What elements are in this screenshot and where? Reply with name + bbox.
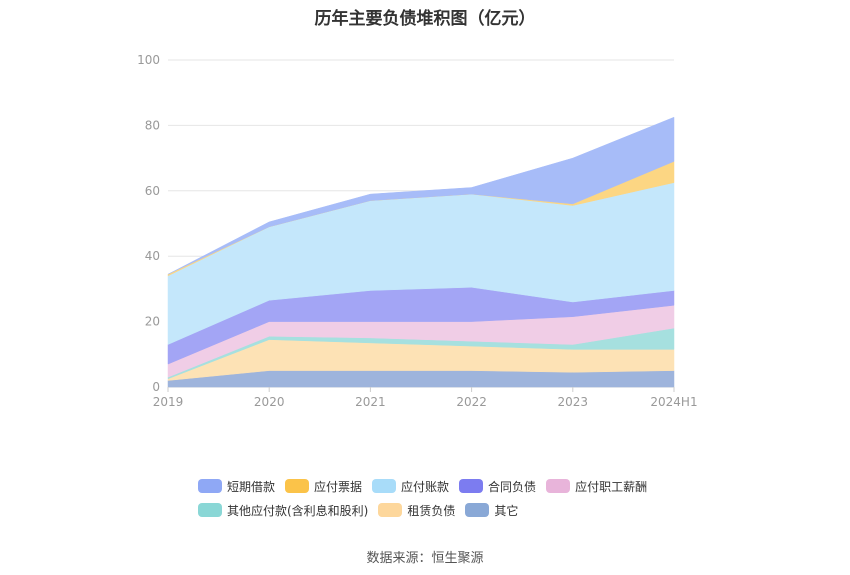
legend-item-short-term-loans[interactable]: 短期借款 bbox=[198, 478, 275, 495]
x-tick-label: 2024H1 bbox=[650, 395, 697, 409]
chart-title: 历年主要负债堆积图（亿元） bbox=[314, 9, 536, 29]
legend-swatch bbox=[459, 479, 484, 493]
legend-label: 合同负债 bbox=[488, 479, 537, 494]
legend-item-employee-pay[interactable]: 应付职工薪酬 bbox=[546, 478, 647, 495]
legend-row-1: 短期借款 应付票据 应付账款 合同负债 应付职工薪酬 bbox=[198, 474, 718, 498]
legend-swatch bbox=[546, 479, 571, 493]
legend-label: 应付票据 bbox=[314, 479, 363, 494]
area-series-短期借款 bbox=[167, 116, 675, 275]
legend-item-contract-liabilities[interactable]: 合同负债 bbox=[459, 478, 536, 495]
legend-swatch bbox=[465, 503, 490, 517]
y-tick-label: 0 bbox=[152, 380, 160, 394]
x-tick-label: 2022 bbox=[456, 395, 487, 409]
legend-swatch bbox=[285, 479, 310, 493]
legend-label: 租赁负债 bbox=[407, 503, 456, 518]
legend-item-notes-payable[interactable]: 应付票据 bbox=[285, 478, 362, 495]
y-tick-label: 60 bbox=[145, 184, 160, 198]
legend-swatch bbox=[378, 503, 403, 517]
x-tick-label: 2021 bbox=[355, 395, 386, 409]
y-tick-label: 80 bbox=[145, 118, 160, 132]
legend-label: 短期借款 bbox=[227, 479, 276, 494]
legend-swatch bbox=[198, 503, 222, 517]
data-source-note: 数据来源：恒生聚源 bbox=[366, 551, 484, 566]
legend-item-other[interactable]: 其它 bbox=[465, 502, 518, 519]
legend-item-accounts-payable[interactable]: 应付账款 bbox=[372, 478, 449, 495]
legend-label: 应付职工薪酬 bbox=[575, 479, 648, 494]
y-tick-label: 40 bbox=[145, 249, 160, 263]
x-tick-label: 2020 bbox=[254, 395, 285, 409]
legend-label: 其它 bbox=[494, 503, 519, 518]
legend: 短期借款 应付票据 应付账款 合同负债 应付职工薪酬 其他应付款(含利息和股利)… bbox=[198, 474, 718, 522]
legend-item-other-payables[interactable]: 其他应付款(含利息和股利) bbox=[198, 502, 368, 519]
y-tick-label: 100 bbox=[137, 53, 160, 67]
x-tick-label: 2023 bbox=[558, 395, 589, 409]
y-tick-label: 20 bbox=[145, 315, 160, 329]
x-tick-label: 2019 bbox=[153, 395, 184, 409]
legend-item-lease-liabilities[interactable]: 租赁负债 bbox=[378, 502, 455, 519]
legend-swatch bbox=[372, 479, 397, 493]
legend-swatch bbox=[198, 479, 222, 493]
legend-label: 其他应付款(含利息和股利) bbox=[227, 503, 369, 518]
legend-row-2: 其他应付款(含利息和股利) 租赁负债 其它 bbox=[198, 498, 718, 522]
legend-label: 应付账款 bbox=[401, 479, 450, 494]
